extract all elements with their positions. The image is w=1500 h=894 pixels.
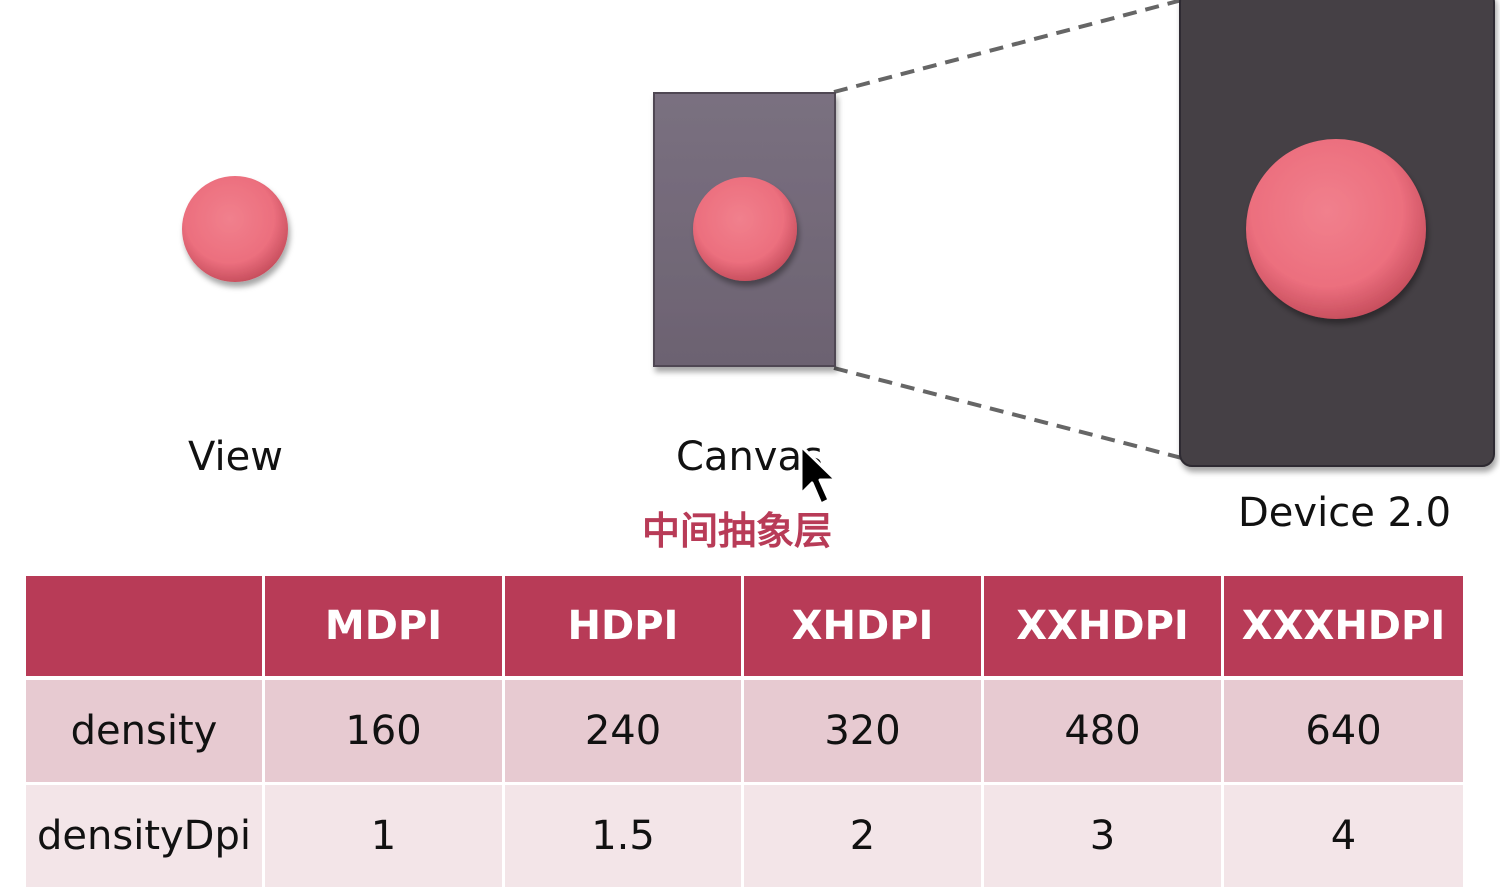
header-cell-hdpi: HDPI	[505, 576, 744, 680]
header-cell-xxhdpi: XXHDPI	[984, 576, 1224, 680]
table-cell: 1.5	[505, 785, 744, 887]
device-label: Device 2.0	[1238, 490, 1452, 536]
table-row: density 160 240 320 480 640	[26, 680, 1463, 785]
density-diagram: View Canvas 中间抽象层 Device 2.0	[182, 0, 1495, 553]
table-cell: 4	[1224, 785, 1463, 887]
table-cell: 2	[744, 785, 984, 887]
table-cell: 3	[984, 785, 1224, 887]
table-cell: 1	[265, 785, 505, 887]
table-row: densityDpi 1 1.5 2 3 4	[26, 785, 1463, 887]
header-cell-mdpi: MDPI	[265, 576, 505, 680]
table-cell: 240	[505, 680, 744, 785]
row-label-density: density	[26, 680, 265, 785]
table-cell: 320	[744, 680, 984, 785]
header-cell-xhdpi: XHDPI	[744, 576, 984, 680]
device-circle	[1246, 139, 1426, 319]
view-circle	[182, 176, 288, 282]
header-cell-xxxhdpi: XXXHDPI	[1224, 576, 1463, 680]
table-header-row: MDPI HDPI XHDPI XXHDPI XXXHDPI	[26, 576, 1463, 680]
table-cell: 160	[265, 680, 505, 785]
mouse-cursor-icon	[799, 444, 838, 506]
table-cell: 640	[1224, 680, 1463, 785]
middle-layer-label: 中间抽象层	[642, 509, 833, 553]
projection-line-top	[833, 0, 1183, 94]
canvas-circle	[693, 177, 797, 281]
projection-line-bottom	[833, 366, 1183, 460]
canvas-label: Canvas	[676, 434, 823, 480]
table-cell: 480	[984, 680, 1224, 785]
diagram-canvas	[182, 0, 1495, 467]
view-label: View	[188, 434, 283, 480]
row-label-densitydpi: densityDpi	[26, 785, 265, 887]
header-cell-empty	[26, 576, 265, 680]
density-table: MDPI HDPI XHDPI XXHDPI XXXHDPI density 1…	[26, 576, 1463, 887]
